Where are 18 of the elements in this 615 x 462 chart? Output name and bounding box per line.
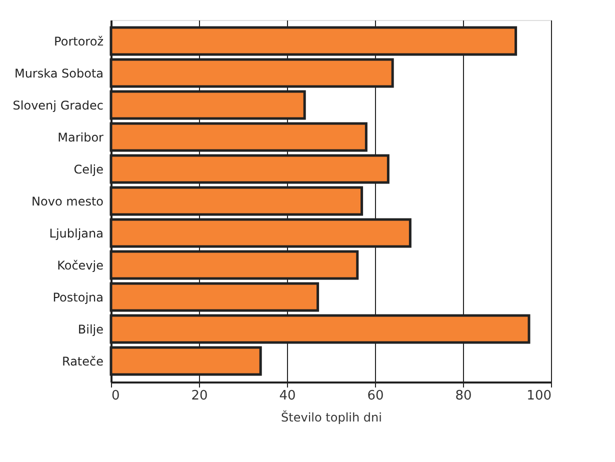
y-tick-label: Ljubljana: [49, 226, 104, 240]
x-axis-title: Število toplih dni: [281, 410, 382, 424]
x-tick-label: 60: [367, 388, 384, 404]
y-tick-label: Novo mesto: [32, 194, 104, 208]
y-tick-label: Murska Sobota: [14, 66, 104, 80]
y-tick-label: Portorož: [54, 34, 104, 48]
x-tick-label: 0: [112, 388, 120, 404]
y-tick-label: Rateče: [62, 354, 104, 368]
y-tick-label: Maribor: [58, 130, 104, 144]
x-tick-label: 100: [526, 388, 552, 404]
y-tick-label: Kočevje: [57, 258, 104, 272]
y-tick-label: Celje: [74, 162, 104, 176]
y-tick-label: Postojna: [52, 290, 104, 304]
x-tick-label: 40: [279, 388, 296, 404]
y-tick-label: Slovenj Gradec: [12, 98, 104, 112]
y-tick-label: Bilje: [78, 322, 104, 336]
x-tick-label: 80: [455, 388, 472, 404]
x-tick-label: 20: [191, 388, 208, 404]
